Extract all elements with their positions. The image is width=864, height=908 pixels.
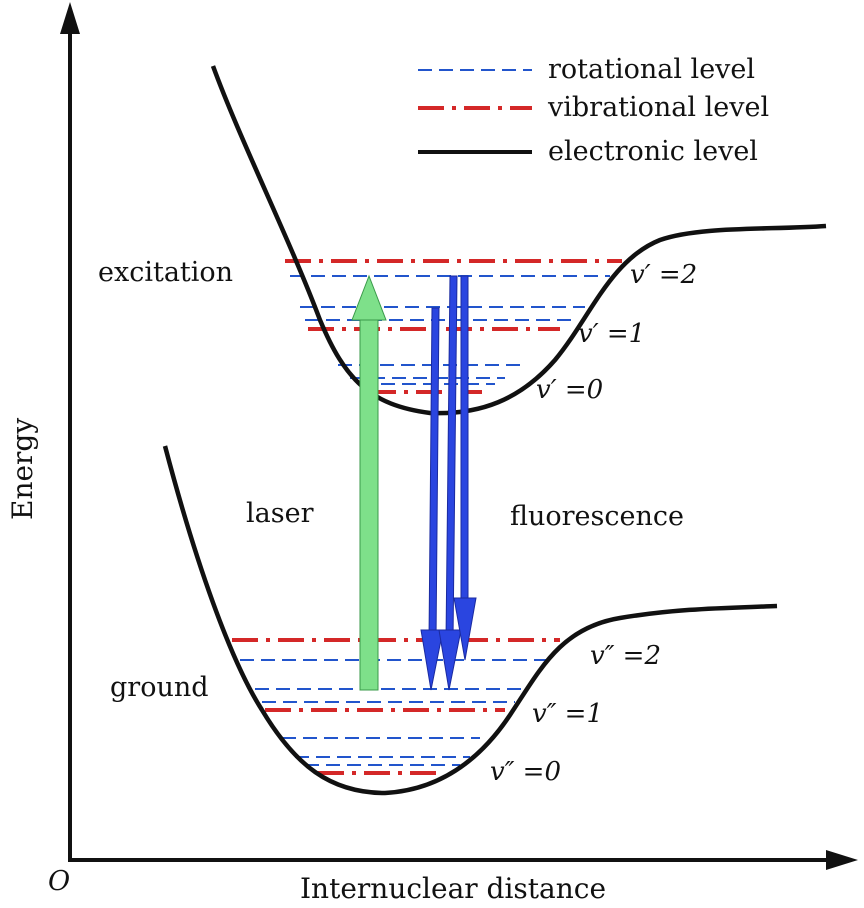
axes: O Internuclear distance Energy — [6, 2, 858, 905]
fluorescence-label: fluorescence — [510, 501, 684, 532]
laser-label: laser — [246, 498, 314, 529]
legend: rotational level vibrational level elect… — [418, 54, 769, 167]
excited-state-potential-curve — [210, 65, 827, 416]
ground-label: ground — [110, 672, 209, 703]
ground-level-label-1: v″ =1 — [532, 699, 603, 729]
fluorescence-arrow — [438, 275, 462, 691]
y-axis-arrowhead — [60, 2, 80, 34]
ground-level-label-0: v″ =0 — [490, 757, 561, 787]
excited-level-label-1: v′ =1 — [578, 319, 645, 349]
x-axis-title: Internuclear distance — [300, 872, 606, 904]
origin-label: O — [48, 866, 70, 897]
excited-level-label-0: v′ =0 — [536, 375, 603, 405]
laser-arrow — [351, 274, 387, 691]
fluorescence-arrow — [420, 307, 444, 691]
y-axis-title: Energy — [6, 418, 39, 520]
ground-levels — [232, 638, 560, 775]
x-axis-arrowhead — [826, 850, 858, 870]
fluorescence-arrow — [453, 275, 477, 661]
excitation-label: excitation — [98, 257, 233, 288]
legend-electronic-label: electronic level — [548, 136, 758, 167]
ground-level-label-2: v″ =2 — [590, 641, 661, 671]
fluorescence-arrows — [420, 275, 477, 691]
legend-rotational-label: rotational level — [548, 54, 755, 85]
legend-vibrational-label: vibrational level — [547, 92, 769, 123]
ground-state-potential-curve — [162, 445, 778, 796]
excited-level-label-2: v′ =2 — [630, 260, 697, 290]
